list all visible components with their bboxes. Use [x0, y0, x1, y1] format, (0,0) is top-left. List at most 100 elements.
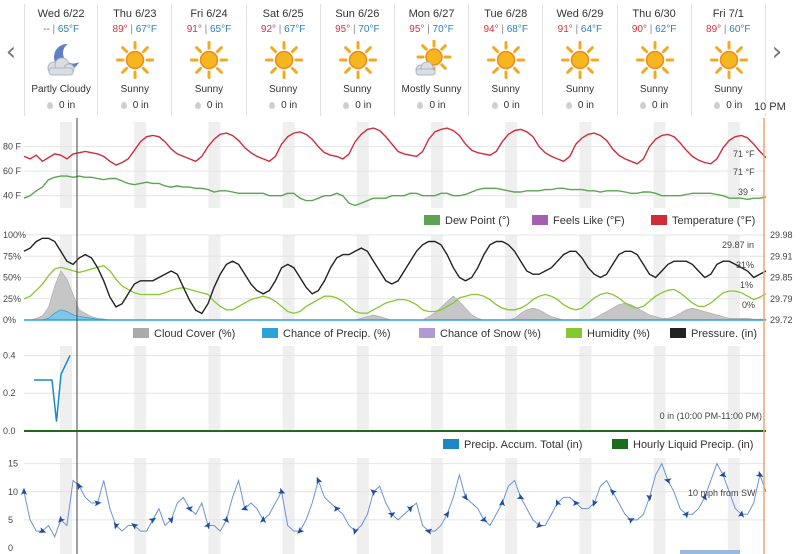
- temp-separator: |: [350, 24, 359, 35]
- wind-arrow-shape: [536, 521, 544, 529]
- wind-direction-arrow-icon: [38, 527, 47, 533]
- day-temps: 91° | 64°F: [543, 24, 616, 35]
- wind-direction-arrow-icon: [627, 518, 635, 524]
- wind-direction-arrow-icon: [682, 511, 689, 519]
- day-card[interactable]: Fri 7/1 89° | 60°F Sunny 0 in: [692, 4, 766, 116]
- night-band: [653, 346, 666, 431]
- sun-icon: [635, 40, 675, 80]
- wind-direction-arrow-icon: [442, 510, 450, 519]
- night-band: [282, 346, 295, 431]
- wind-direction-arrow-icon: [480, 516, 488, 523]
- wind-direction-arrow-icon: [353, 527, 359, 535]
- wind-direction-arrow-icon: [260, 515, 267, 524]
- day-condition: Sunny: [714, 84, 743, 95]
- wind-direction-arrow-icon: [277, 487, 286, 494]
- y-tick-label: 40 F: [3, 191, 22, 201]
- night-band: [505, 458, 518, 554]
- y-tick-label: 75%: [3, 251, 21, 261]
- night-band: [60, 346, 72, 431]
- wind-direction-arrow-icon: [77, 482, 84, 491]
- wind-arrow-shape: [167, 516, 174, 524]
- next-arrow-icon[interactable]: ›: [771, 37, 783, 67]
- sun-icon: [486, 40, 526, 80]
- precip-accum-line: [34, 355, 71, 422]
- day-card[interactable]: Fri 6/24 91° | 65°F Sunny 0 in: [172, 4, 247, 116]
- temperature-line: [23, 127, 767, 166]
- low-temp: 67°F: [135, 24, 158, 35]
- wind-arrow-shape: [755, 470, 764, 477]
- wind-direction-arrow-icon: [387, 512, 396, 519]
- night-band: [431, 458, 443, 554]
- wind-direction-arrow-icon: [94, 500, 102, 507]
- day-card[interactable]: Thu 6/23 89° | 67°F Sunny 0 in: [98, 4, 173, 116]
- sun-icon: [189, 40, 229, 80]
- night-band: [134, 122, 147, 208]
- day-card[interactable]: Mon 6/27 95° | 70°F Mostly Sunny 0 in: [395, 4, 470, 116]
- wind-arrow-shape: [148, 517, 157, 525]
- day-card[interactable]: Wed 6/22 -- | 65°F Partly Cloudy 0 in: [24, 4, 99, 116]
- wind-arrow-shape: [592, 499, 599, 507]
- y2-tick-label: 29.98: [770, 230, 793, 240]
- y-tick-label: 0.2: [3, 388, 16, 398]
- day-precip: 0 in: [692, 100, 765, 111]
- wind-arrow-shape: [260, 515, 267, 524]
- low-temp: 70°F: [358, 24, 380, 35]
- day-temps: 95° | 70°F: [395, 24, 468, 35]
- wind-direction-arrow-icon: [461, 493, 468, 501]
- day-date: Thu 6/30: [632, 8, 676, 20]
- wind-arrow-shape: [555, 499, 562, 507]
- day-card[interactable]: Thu 6/30 90° | 62°F Sunny 0 in: [618, 4, 692, 116]
- wind-arrow-shape: [113, 521, 120, 530]
- wind-direction-arrow-icon: [646, 494, 653, 502]
- night-band: [727, 122, 740, 208]
- y-tick-label: 5: [8, 515, 13, 525]
- legend-pressure-swatch: [670, 328, 686, 338]
- wind-arrow-shape: [240, 504, 249, 511]
- night-band: [505, 346, 518, 431]
- low-temp: 67°F: [284, 24, 306, 35]
- wind-arrow-shape: [516, 493, 525, 500]
- day-temps: 89° | 67°F: [98, 24, 171, 35]
- temp-separator: |: [721, 24, 730, 35]
- day-date: Wed 6/22: [37, 8, 85, 20]
- day-card[interactable]: Wed 6/29 91° | 64°F Sunny 0 in: [543, 4, 618, 116]
- day-card[interactable]: Sun 6/26 95° | 70°F Sunny 0 in: [321, 4, 395, 116]
- low-temp: 68°F: [506, 24, 528, 35]
- dew-point-line: [23, 175, 767, 207]
- legend-chance-snow: Chance of Snow (%): [440, 328, 541, 340]
- wind-direction-arrow-icon: [333, 505, 341, 512]
- day-condition: Sunny: [639, 84, 669, 95]
- legend-cloud-cover-swatch: [133, 328, 149, 338]
- wind-direction-arrow-icon: [370, 489, 378, 497]
- night-band: [282, 458, 295, 554]
- day-date: Wed 6/29: [556, 8, 604, 20]
- legend-temperature: Temperature (°F): [672, 215, 755, 227]
- day-card[interactable]: Sat 6/25 92° | 67°F Sunny 0 in: [247, 4, 321, 116]
- humidity-line: [23, 264, 767, 314]
- wind-arrow-shape: [333, 505, 341, 512]
- legend-chance-precip: Chance of Precip. (%): [283, 328, 391, 340]
- day-card[interactable]: Tue 6/28 94° | 68°F Sunny 0 in: [469, 4, 544, 116]
- raindrop-icon: [47, 102, 54, 109]
- night-band: [356, 346, 369, 431]
- wind-direction-arrow-icon: [516, 493, 525, 500]
- previous-arrow-icon[interactable]: ‹: [5, 37, 17, 67]
- night-band: [431, 122, 443, 208]
- day-temps: 91° | 65°F: [172, 24, 245, 35]
- y-tick-label: 80 F: [3, 142, 22, 152]
- wind-direction-arrow-icon: [406, 505, 413, 513]
- wind-direction-arrow-icon: [240, 504, 249, 511]
- raindrop-icon: [640, 102, 647, 109]
- wind-arrow-shape: [222, 515, 229, 524]
- wind-direction-arrow-icon: [222, 515, 229, 524]
- wind-arrow-shape: [387, 512, 396, 519]
- wind-arrow-shape: [131, 523, 139, 530]
- wind-direction-arrow-icon: [592, 499, 599, 507]
- low-temp: 65°F: [209, 24, 232, 35]
- wind-legend-swatch: [680, 550, 740, 554]
- y-tick-label: 50%: [3, 273, 21, 283]
- day-temps: -- | 65°F: [25, 24, 97, 35]
- night-band: [356, 122, 369, 208]
- night-band: [579, 458, 592, 554]
- current-cloud-label: 1%: [740, 280, 753, 290]
